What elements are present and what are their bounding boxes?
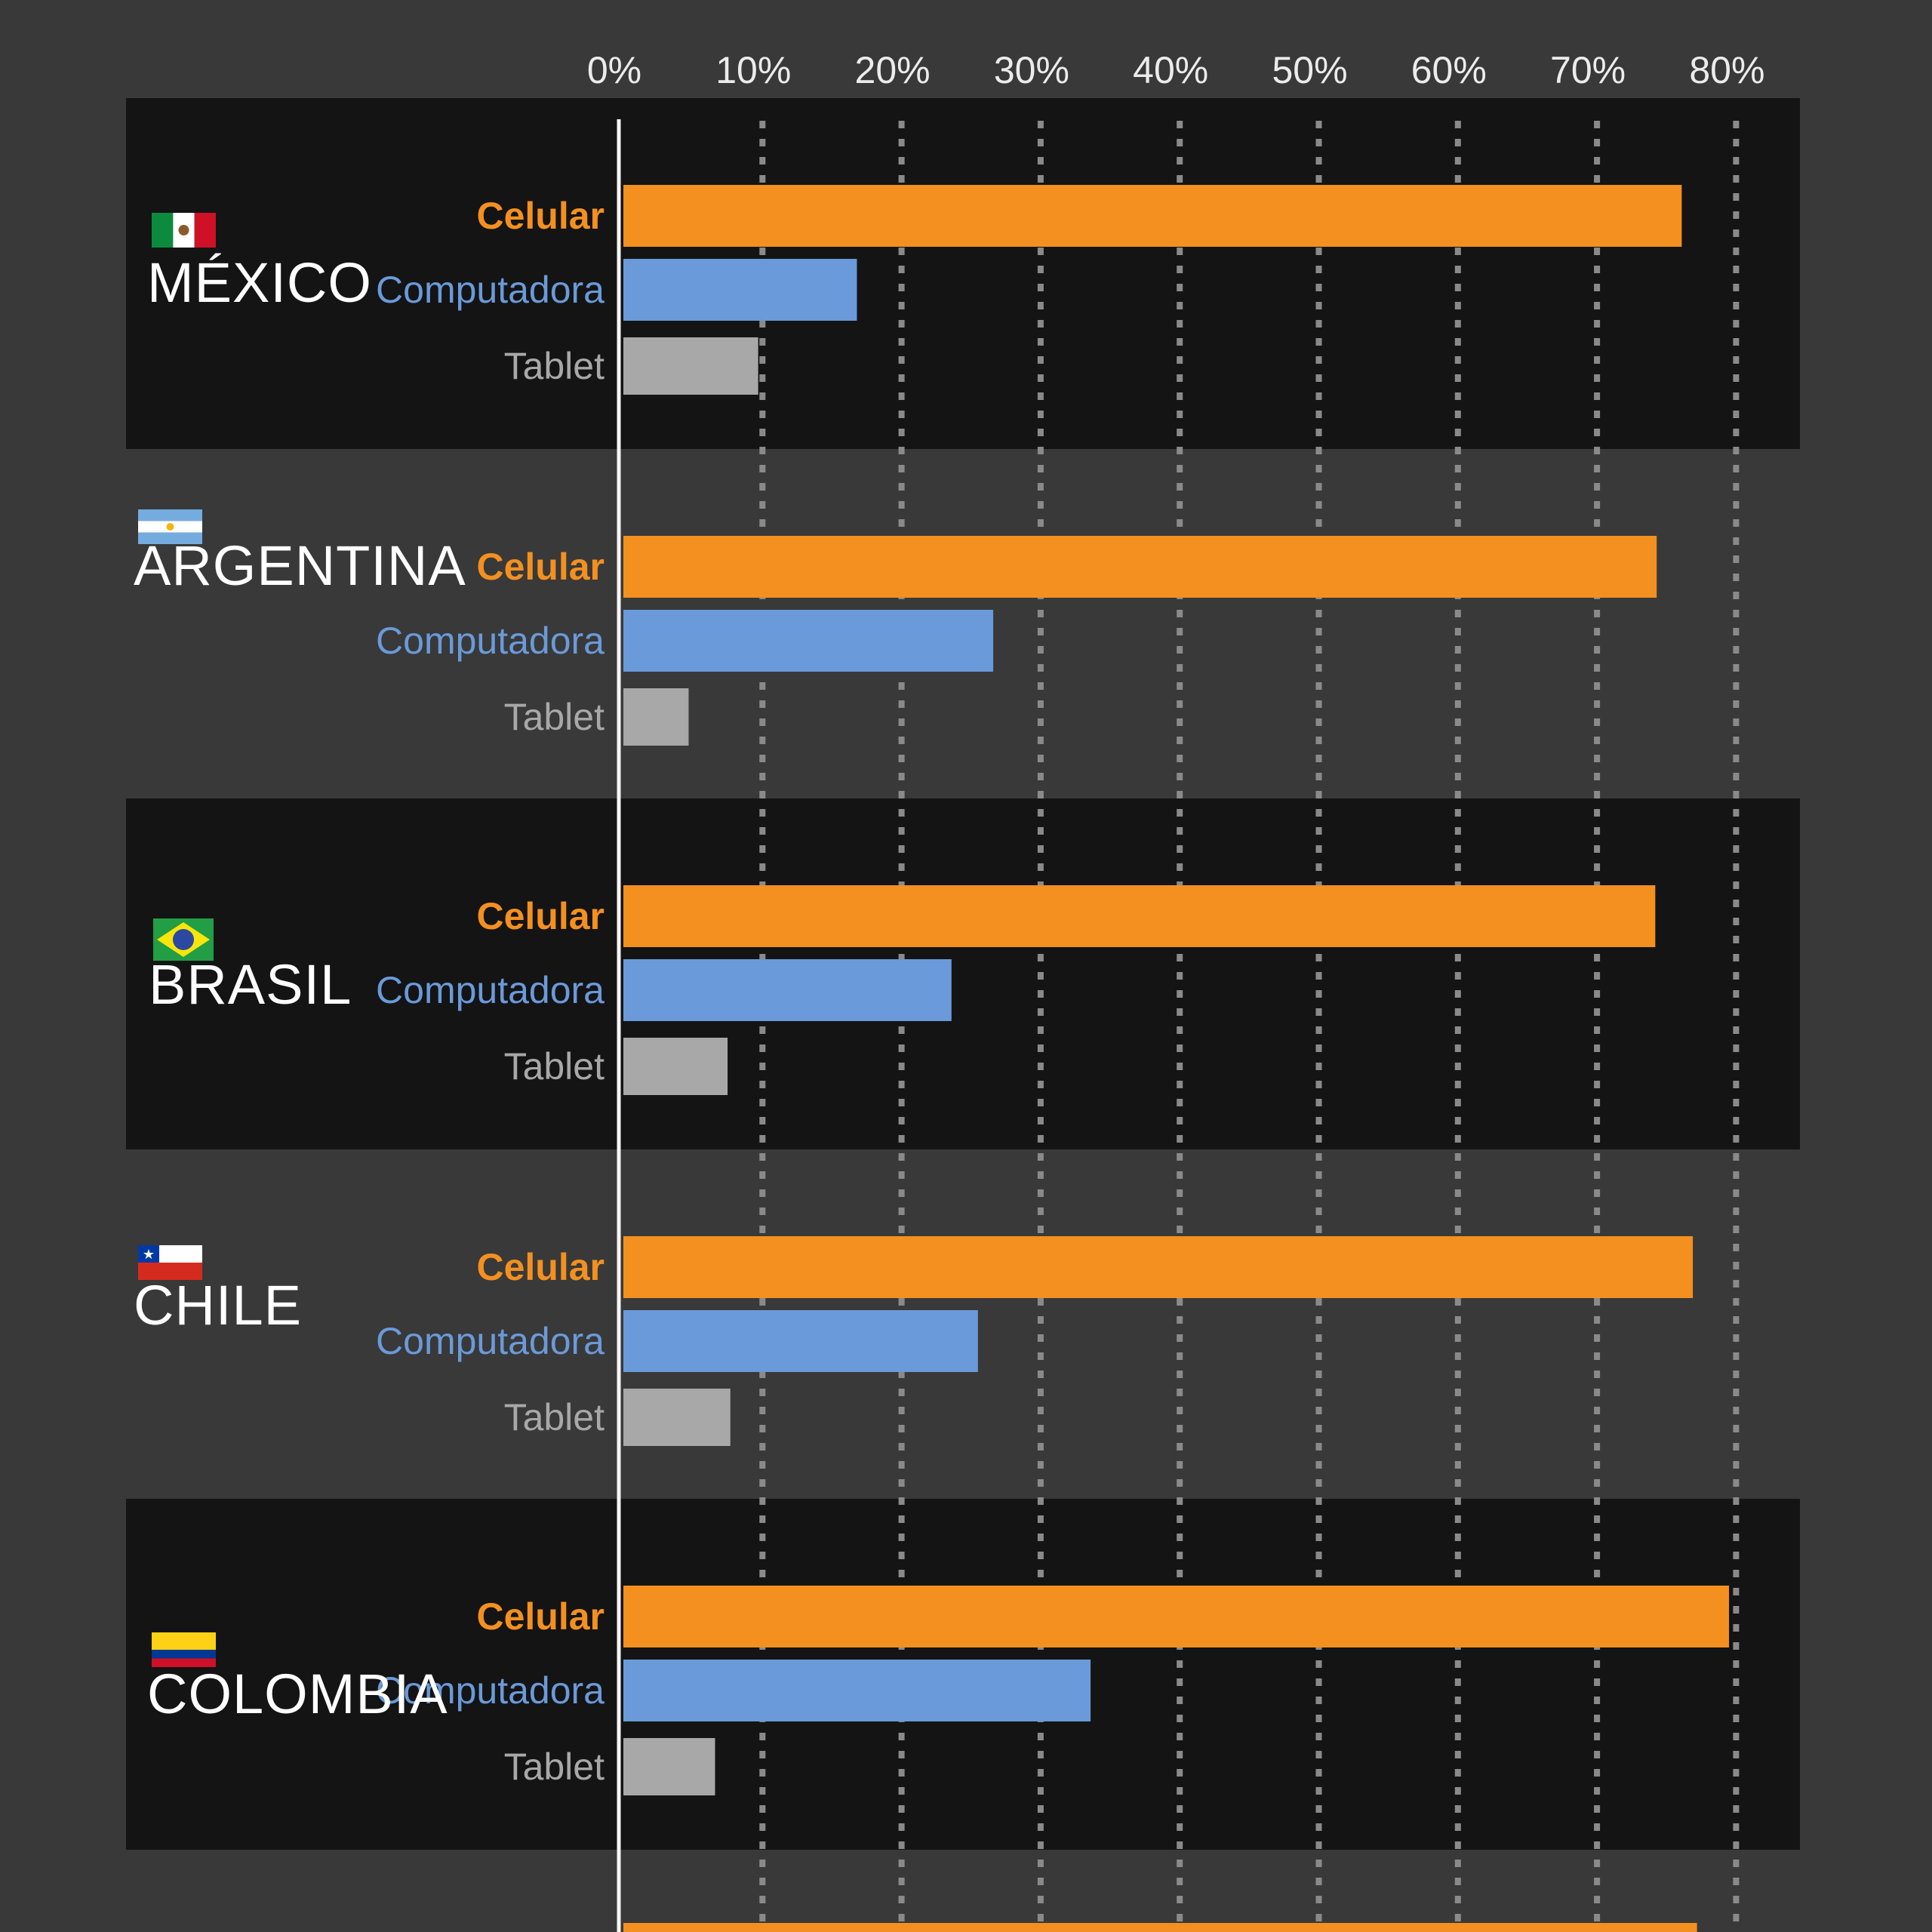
brazil-flag-icon [153,918,214,961]
bar-brasil-tablet [623,1038,728,1095]
bar-chile-computadora [623,1310,978,1372]
bar-mexico-computadora [623,259,857,321]
country-label-brasil: BRASIL [149,953,352,1016]
bar-argentina-computadora [623,610,994,672]
x-tick-label-10: 10% [715,49,791,91]
bar-mexico-celular [623,185,1682,247]
x-tick-label-70: 70% [1550,49,1626,91]
bar-brasil-computadora [623,959,952,1021]
series-label-chile-tablet: Tablet [504,1396,605,1438]
bar-brasil-celular [623,885,1656,947]
bar-colombia-computadora [623,1660,1091,1721]
series-label-brasil-computadora: Computadora [376,969,605,1011]
flag-stripe [152,1650,216,1659]
country-label-colombia: COLOMBIA [147,1663,448,1725]
series-label-argentina-computadora: Computadora [376,620,605,662]
series-label-brasil-tablet: Tablet [504,1045,605,1088]
flag-stripe [138,532,202,544]
series-label-mexico-celular: Celular [476,195,605,237]
flag-emblem [178,225,189,235]
flag-stripe [152,1632,216,1650]
argentina-flag-icon [138,509,202,544]
bar-chile-celular [623,1236,1694,1298]
x-tick-label-30: 30% [994,49,1069,91]
flag-star: ★ [143,1247,155,1262]
series-label-mexico-tablet: Tablet [504,345,605,387]
x-tick-label-20: 20% [855,49,931,91]
series-label-colombia-celular: Celular [476,1595,605,1638]
country-label-chile: CHILE [134,1274,302,1337]
mexico-flag-icon [152,213,216,248]
chile-flag-icon: ★ [138,1245,202,1280]
flag-stripe [138,1263,202,1280]
bar-colombia-celular [623,1586,1730,1647]
bar-chile-tablet [623,1389,731,1446]
series-label-mexico-computadora: Computadora [376,269,605,311]
flag-stripe [152,1658,216,1667]
bar-colombia-tablet [623,1738,715,1795]
series-label-argentina-celular: Celular [476,546,605,588]
colombia-flag-icon [152,1632,216,1667]
x-tick-label-50: 50% [1272,49,1347,91]
bar-next-group-celular [623,1923,1697,1932]
country-label-mexico: MÉXICO [147,251,372,314]
group-band-brasil [126,798,1800,1149]
group-band-mexico [126,98,1800,449]
series-label-chile-computadora: Computadora [376,1320,605,1362]
series-label-colombia-tablet: Tablet [504,1746,605,1788]
series-label-colombia-computadora: Computadora [376,1669,605,1712]
x-tick-label-0: 0% [587,49,641,91]
series-label-brasil-celular: Celular [476,895,605,937]
x-tick-label-60: 60% [1411,49,1487,91]
series-label-argentina-tablet: Tablet [504,696,605,738]
series-label-chile-celular: Celular [476,1246,605,1288]
bar-mexico-tablet [623,337,758,395]
flag-stripe [138,509,202,521]
flag-sun [166,523,174,531]
country-label-argentina: ARGENTINA [134,534,466,597]
bar-argentina-tablet [623,688,689,746]
flag-stripe [194,213,216,248]
flag-stripe [152,213,174,248]
x-tick-label-40: 40% [1133,49,1208,91]
x-tick-label-80: 80% [1689,49,1764,91]
flag-globe [173,929,194,950]
flag-canton [138,1245,159,1263]
bar-argentina-celular [623,536,1657,598]
